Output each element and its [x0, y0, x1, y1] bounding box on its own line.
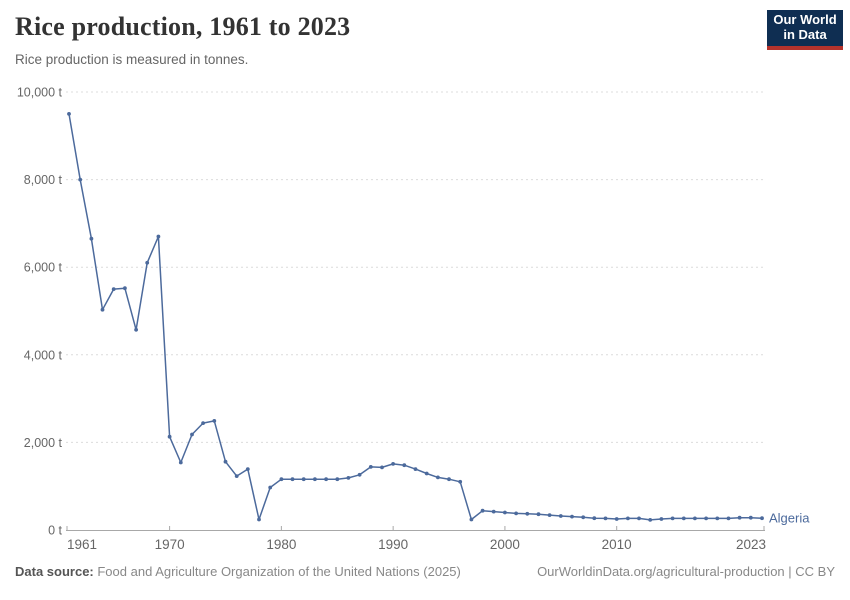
data-point[interactable]	[704, 516, 708, 521]
data-point[interactable]	[536, 512, 541, 517]
x-axis-tick-label: 1980	[266, 537, 296, 552]
data-source-text: Food and Agriculture Organization of the…	[93, 564, 461, 579]
x-axis-tick-label: 2023	[736, 537, 766, 552]
x-axis-tick-label: 1961	[67, 537, 97, 552]
x-axis-tick-label: 2010	[602, 537, 632, 552]
data-point[interactable]	[525, 511, 530, 516]
citation-link[interactable]: OurWorldinData.org/agricultural-producti…	[537, 564, 835, 579]
data-point[interactable]	[190, 432, 194, 437]
data-point[interactable]	[424, 471, 429, 476]
data-point[interactable]	[514, 511, 518, 516]
data-point[interactable]	[357, 472, 362, 477]
data-point[interactable]	[212, 419, 217, 423]
data-point[interactable]	[480, 508, 485, 513]
data-point[interactable]	[491, 509, 496, 514]
series-label-algeria[interactable]: Algeria	[769, 511, 810, 526]
data-point[interactable]	[346, 476, 351, 480]
data-point[interactable]	[715, 516, 720, 521]
data-line-algeria[interactable]	[68, 113, 763, 521]
data-point[interactable]	[726, 516, 731, 521]
data-point[interactable]	[402, 463, 407, 468]
data-point[interactable]	[89, 236, 94, 241]
data-point[interactable]	[368, 465, 373, 469]
data-point[interactable]	[693, 516, 697, 521]
y-axis-tick-label: 8,000 t	[24, 173, 63, 187]
data-point[interactable]	[257, 517, 261, 522]
owid-logo[interactable]: Our World in Data	[767, 10, 843, 50]
data-point[interactable]	[581, 515, 586, 520]
data-point[interactable]	[760, 516, 764, 521]
data-point[interactable]	[223, 459, 228, 464]
y-axis-tick-label: 4,000 t	[24, 348, 63, 362]
data-point[interactable]	[748, 515, 753, 520]
data-point[interactable]	[156, 234, 161, 239]
data-point[interactable]	[245, 467, 250, 471]
data-point[interactable]	[659, 517, 664, 521]
data-point[interactable]	[78, 177, 83, 182]
data-point[interactable]	[324, 477, 328, 482]
data-point[interactable]	[167, 434, 172, 439]
data-point[interactable]	[570, 514, 574, 519]
data-point[interactable]	[614, 517, 619, 521]
data-point[interactable]	[380, 465, 384, 470]
owid-logo-line1: Our World	[773, 12, 837, 28]
data-point[interactable]	[558, 514, 563, 518]
data-point[interactable]	[436, 475, 440, 480]
y-axis-tick-label: 2,000 t	[24, 436, 63, 450]
data-point[interactable]	[234, 474, 239, 478]
chart-subtitle: Rice production is measured in tonnes.	[15, 52, 249, 67]
y-axis-tick-label: 0 t	[48, 524, 62, 538]
data-point[interactable]	[279, 477, 284, 482]
data-point[interactable]	[503, 510, 507, 515]
data-point[interactable]	[145, 260, 150, 265]
data-point[interactable]	[290, 477, 295, 482]
data-point[interactable]	[201, 421, 206, 425]
owid-logo-line2: in Data	[783, 27, 827, 42]
data-point[interactable]	[637, 516, 641, 521]
data-point[interactable]	[547, 513, 552, 517]
data-point[interactable]	[648, 518, 653, 522]
x-axis-tick-label: 1970	[155, 537, 185, 552]
data-point[interactable]	[626, 516, 630, 521]
chart-title: Rice production, 1961 to 2023	[15, 12, 351, 41]
data-source-label: Data source:	[15, 564, 94, 579]
data-point[interactable]	[301, 477, 306, 482]
data-point[interactable]	[391, 462, 395, 466]
data-point[interactable]	[469, 517, 474, 522]
data-point[interactable]	[100, 307, 105, 312]
data-point[interactable]	[178, 460, 183, 465]
data-point[interactable]	[458, 479, 463, 484]
y-axis-tick-label: 10,000 t	[17, 86, 63, 100]
x-axis-tick-label: 1990	[378, 537, 408, 552]
data-point[interactable]	[603, 516, 608, 521]
y-axis-tick-label: 6,000 t	[24, 261, 63, 275]
data-point[interactable]	[123, 286, 127, 291]
data-point[interactable]	[447, 477, 451, 482]
data-source-note: Data source: Food and Agriculture Organi…	[15, 564, 461, 579]
data-point[interactable]	[313, 477, 317, 482]
data-point[interactable]	[670, 516, 675, 521]
chart-footer: Data source: Food and Agriculture Organi…	[0, 564, 850, 579]
data-point[interactable]	[67, 112, 71, 116]
data-point[interactable]	[737, 515, 742, 520]
data-point[interactable]	[134, 327, 139, 332]
data-point[interactable]	[335, 477, 340, 482]
x-axis-tick-label: 2000	[490, 537, 520, 552]
data-point[interactable]	[111, 287, 116, 291]
data-point[interactable]	[413, 467, 418, 471]
data-point[interactable]	[268, 485, 273, 490]
data-point[interactable]	[592, 516, 597, 521]
data-point[interactable]	[681, 516, 686, 521]
